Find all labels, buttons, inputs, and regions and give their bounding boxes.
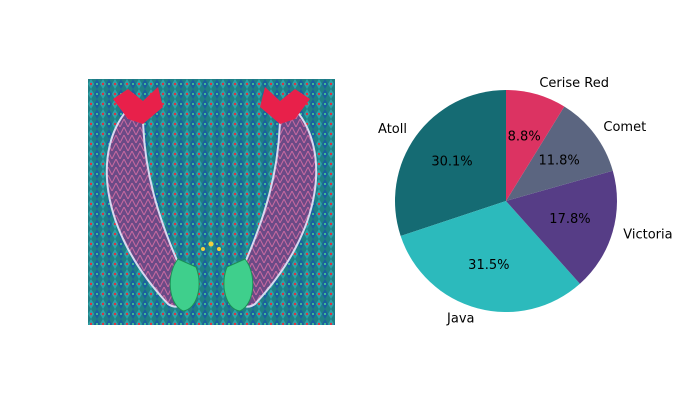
pie-slice-atoll — [395, 90, 506, 236]
pie-slice-cerise-red — [506, 90, 565, 201]
slice-percent-atoll: 30.1% — [431, 155, 472, 170]
slice-label-comet: Comet — [603, 120, 646, 135]
slice-percent-victoria: 17.8% — [549, 212, 590, 227]
pie-slice-victoria — [506, 170, 618, 284]
pie-slice-java — [400, 201, 580, 312]
slice-percent-comet: 11.8% — [538, 153, 579, 168]
slice-label-cerise-red: Cerise Red — [539, 76, 609, 91]
slice-label-atoll: Atoll — [378, 122, 407, 137]
textile-photo — [88, 79, 335, 325]
slice-label-java: Java — [446, 311, 474, 326]
embroidered-textile-photo-icon — [88, 79, 335, 325]
pie-slice-comet — [506, 106, 613, 201]
slice-percent-java: 31.5% — [468, 258, 509, 273]
slice-label-victoria: Victoria — [623, 228, 672, 243]
slice-percent-cerise-red: 8.8% — [508, 129, 541, 144]
